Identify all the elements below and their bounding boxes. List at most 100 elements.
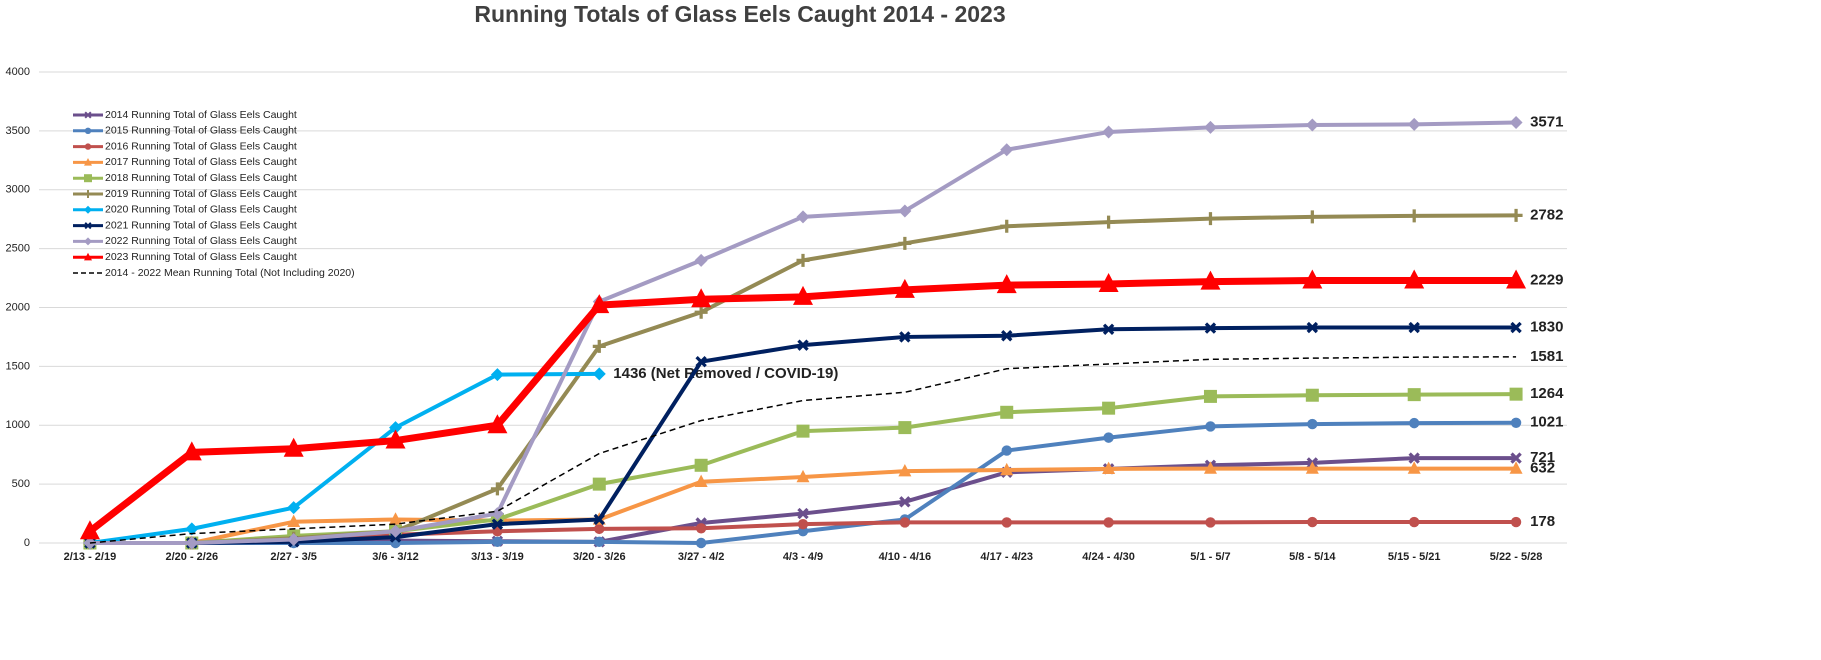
x-tick-label: 2/20 - 2/26 <box>166 551 219 563</box>
marker <box>1000 405 1014 419</box>
marker <box>898 204 912 218</box>
marker <box>899 517 911 528</box>
marker <box>84 143 92 150</box>
marker <box>1001 517 1012 528</box>
marker <box>487 414 508 434</box>
marker <box>287 514 301 528</box>
marker <box>695 537 707 549</box>
x-tick-label: 4/17 - 4/23 <box>980 551 1033 563</box>
marker <box>899 331 911 343</box>
marker <box>594 523 605 535</box>
marker <box>1205 421 1216 432</box>
marker <box>694 458 708 472</box>
marker <box>899 496 911 508</box>
marker <box>1305 388 1319 402</box>
marker <box>1407 461 1421 474</box>
legend-label: 2021 Running Total of Glass Eels Caught <box>105 219 297 231</box>
marker <box>1510 417 1522 428</box>
marker <box>84 252 92 261</box>
marker <box>1510 516 1522 528</box>
data-label: 2782 <box>1530 206 1563 223</box>
marker <box>1509 461 1523 474</box>
marker <box>796 424 810 438</box>
marker <box>1510 321 1522 334</box>
y-tick-label: 4000 <box>6 66 30 78</box>
marker <box>1407 117 1421 131</box>
marker <box>79 520 100 540</box>
marker <box>1407 388 1421 402</box>
marker <box>1102 401 1116 415</box>
series-line <box>89 356 1517 544</box>
data-label: 1264 <box>1530 385 1564 402</box>
data-label: 1581 <box>1530 348 1563 365</box>
series-line <box>87 277 1517 534</box>
marker <box>1203 212 1217 226</box>
legend-label: 2019 Running Total of Glass Eels Caught <box>105 188 297 200</box>
marker <box>181 441 202 461</box>
marker <box>898 236 912 250</box>
marker <box>1102 461 1116 475</box>
x-tick-label: 2/13 - 2/19 <box>64 551 117 563</box>
legend-label: 2014 Running Total of Glass Eels Caught <box>105 109 297 121</box>
marker <box>283 437 304 457</box>
x-tick-label: 3/13 - 3/19 <box>471 551 524 563</box>
marker <box>1509 208 1523 222</box>
marker <box>1305 118 1319 132</box>
marker <box>1307 418 1318 430</box>
y-tick-label: 2500 <box>6 243 30 255</box>
marker <box>1404 269 1425 289</box>
marker <box>592 339 606 353</box>
marker <box>691 288 712 308</box>
legend-label: 2020 Running Total of Glass Eels Caught <box>105 204 297 216</box>
marker <box>894 278 915 298</box>
marker <box>592 477 606 491</box>
legend-label: 2016 Running Total of Glass Eels Caught <box>105 140 297 152</box>
marker <box>84 222 92 230</box>
marker <box>1205 517 1216 528</box>
y-tick-label: 500 <box>12 478 30 490</box>
marker <box>593 513 605 526</box>
data-label: 1830 <box>1530 318 1563 335</box>
marker <box>1509 387 1523 401</box>
marker <box>898 421 912 435</box>
marker <box>793 285 813 305</box>
y-tick-label: 3500 <box>6 125 30 137</box>
x-tick-label: 3/27 - 4/2 <box>678 551 724 563</box>
y-tick-label: 2000 <box>6 301 30 313</box>
marker <box>1203 389 1217 403</box>
legend-label: 2023 Running Total of Glass Eels Caught <box>105 251 297 263</box>
data-label: 721 <box>1530 449 1555 466</box>
marker <box>1001 330 1013 342</box>
marker <box>694 474 708 487</box>
x-tick-label: 3/20 - 3/26 <box>573 551 626 563</box>
marker <box>1409 417 1420 429</box>
marker <box>84 174 92 183</box>
marker <box>490 482 504 496</box>
marker <box>797 339 809 351</box>
y-tick-label: 1500 <box>6 360 30 372</box>
marker <box>385 429 406 449</box>
marker <box>797 507 809 520</box>
marker <box>1098 272 1119 292</box>
marker <box>1102 323 1115 335</box>
marker <box>695 355 707 368</box>
data-label: 1021 <box>1530 414 1563 431</box>
marker <box>84 111 92 119</box>
marker <box>490 368 504 382</box>
marker <box>1510 452 1522 464</box>
marker <box>695 523 707 534</box>
marker <box>1408 321 1420 334</box>
legend-label: 2015 Running Total of Glass Eels Caught <box>105 125 297 137</box>
x-tick-label: 2/27 - 3/5 <box>270 551 316 563</box>
marker <box>1409 516 1420 528</box>
legend-label: 2014 - 2022 Mean Running Total (Not Incl… <box>105 267 355 279</box>
marker <box>1506 269 1527 289</box>
chart-title: Running Totals of Glass Eels Caught 2014… <box>474 1 1005 27</box>
data-label: 2229 <box>1530 272 1563 289</box>
data-label: 178 <box>1530 513 1555 530</box>
marker <box>1203 120 1217 134</box>
marker <box>84 127 92 134</box>
marker <box>287 501 301 515</box>
x-tick-label: 4/24 - 4/30 <box>1082 551 1135 563</box>
